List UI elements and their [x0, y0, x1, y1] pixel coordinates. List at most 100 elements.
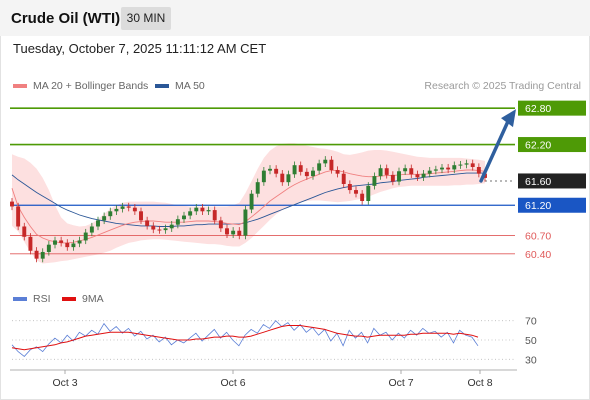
- candle-body: [96, 220, 100, 227]
- candle-body: [126, 206, 131, 208]
- candle: [366, 182, 371, 205]
- price-label-60.40: 60.40: [525, 249, 551, 261]
- candle-body: [237, 230, 242, 236]
- candle-body: [163, 228, 168, 231]
- candle: [255, 178, 260, 198]
- candle-body: [243, 209, 248, 236]
- candle: [188, 207, 193, 220]
- candle: [304, 168, 309, 180]
- candle-body: [34, 250, 39, 259]
- rsi-tick-50: 50: [525, 335, 537, 347]
- candle: [16, 202, 21, 231]
- candle: [452, 161, 457, 174]
- candle-body: [53, 240, 57, 245]
- candle-body: [249, 193, 254, 210]
- candle: [249, 190, 254, 214]
- candle: [22, 222, 27, 241]
- candle: [354, 186, 358, 198]
- candle-body: [169, 224, 174, 229]
- research-credit: Research © 2025 Trading Central: [424, 80, 581, 92]
- price-label-62.80: 62.80: [525, 103, 551, 115]
- price-label-61.60: 61.60: [525, 176, 551, 188]
- candle-body: [440, 167, 444, 170]
- candle-body: [16, 206, 21, 227]
- candle-body: [46, 244, 51, 252]
- candle-body: [292, 165, 297, 175]
- candle: [427, 167, 432, 178]
- rsi-tick-70: 70: [525, 316, 537, 328]
- candle: [397, 167, 401, 186]
- x-tick-label: Oct 3: [52, 377, 77, 389]
- candle-body: [194, 207, 199, 212]
- candle-body: [231, 230, 236, 235]
- price-tag-62.20: [518, 137, 586, 153]
- candle: [476, 163, 481, 178]
- candle: [65, 239, 70, 251]
- candle-body: [145, 220, 150, 226]
- ma20-line: [11, 169, 486, 244]
- candle-body: [212, 210, 217, 221]
- candle: [10, 197, 14, 211]
- candle: [182, 211, 186, 223]
- ma20-legend-label: MA 20 + Bollinger Bands: [33, 80, 149, 92]
- candle: [157, 225, 162, 234]
- candle: [206, 206, 211, 215]
- price-tag-61.60: [518, 173, 586, 189]
- candle: [132, 204, 137, 215]
- candle: [114, 205, 119, 215]
- candle: [335, 166, 340, 178]
- candle: [390, 171, 395, 186]
- candle: [237, 227, 242, 240]
- ma50-legend-swatch: [155, 84, 169, 88]
- candle: [243, 205, 248, 240]
- candle: [225, 224, 229, 239]
- candle-body: [317, 163, 322, 171]
- rsi-chart: 70 50 30 Oct 3 Oct 6 Oct 7 Oct 8: [10, 316, 537, 389]
- candle-body: [372, 176, 377, 186]
- candle-body: [390, 174, 395, 182]
- candle: [458, 160, 463, 169]
- candle: [175, 215, 180, 229]
- candle-body: [59, 240, 64, 243]
- candle: [145, 216, 150, 230]
- candle: [77, 236, 82, 248]
- candle: [96, 216, 100, 231]
- candle-body: [10, 201, 14, 207]
- candle: [261, 167, 266, 186]
- price-tag-62.80: [518, 100, 586, 116]
- candle-body: [286, 174, 291, 183]
- rsi-legend-label: RSI: [33, 293, 51, 305]
- candle-body: [89, 226, 94, 233]
- candle: [46, 241, 51, 256]
- candle-body: [22, 226, 27, 237]
- rsi-line: [11, 320, 479, 357]
- candle: [311, 167, 315, 180]
- candle-body: [108, 211, 113, 217]
- candle-body: [360, 193, 365, 201]
- candle-body: [366, 185, 371, 201]
- candle-body: [175, 219, 180, 225]
- price-label-61.20: 61.20: [525, 200, 551, 212]
- candle-body: [341, 173, 346, 184]
- candle: [464, 159, 469, 169]
- candle-body: [268, 168, 272, 171]
- candle-body: [280, 173, 285, 183]
- candle-body: [347, 184, 352, 191]
- candle: [347, 180, 352, 194]
- candle: [280, 170, 285, 186]
- candle-body: [476, 167, 481, 174]
- candle-body: [378, 168, 383, 177]
- candle-body: [120, 206, 125, 209]
- candle: [403, 164, 408, 175]
- bollinger-band-area: [12, 143, 485, 264]
- candle-body: [261, 170, 266, 183]
- candle: [200, 204, 205, 215]
- candle-body: [132, 207, 137, 212]
- candle: [470, 159, 475, 171]
- candle: [34, 247, 39, 263]
- candle-body: [335, 170, 340, 174]
- candle-body: [274, 168, 279, 174]
- candle-body: [427, 170, 432, 174]
- timeframe-badge[interactable]: 30 MIN: [121, 7, 171, 30]
- header-bar: Crude Oil (WTI) 30 MIN: [0, 0, 590, 36]
